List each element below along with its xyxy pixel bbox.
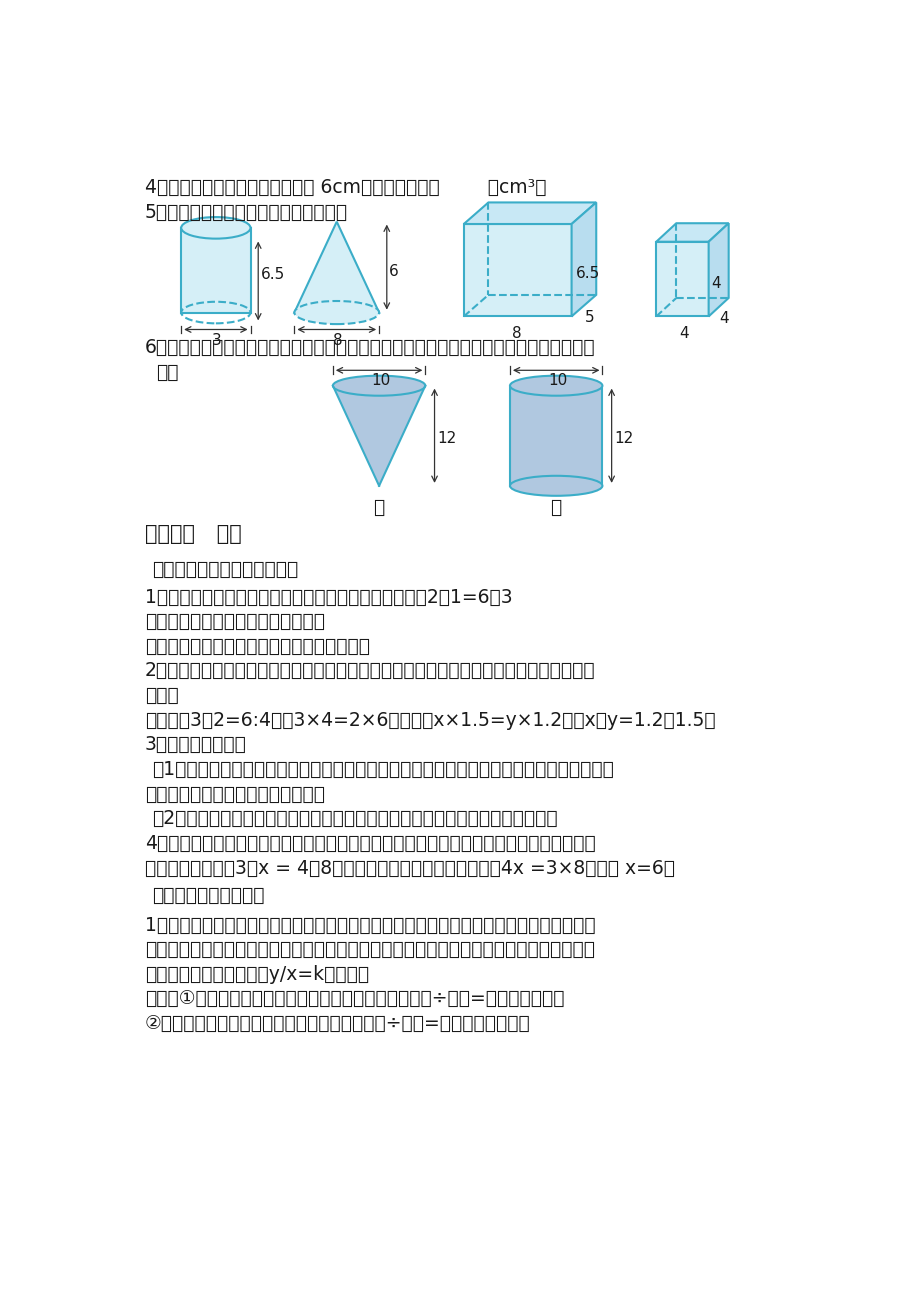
Text: 例如：由3：2=6:4可知3×4=2×6；或者由x×1.5=y×1.2可知x：y=1.2：1.5。: 例如：由3：2=6:4可知3×4=2×6；或者由x×1.5=y×1.2可知x：y… — [145, 711, 715, 729]
Polygon shape — [708, 223, 728, 316]
Text: 3、比和比例的区别: 3、比和比例的区别 — [145, 736, 246, 754]
Text: 10: 10 — [371, 374, 391, 388]
Text: 10: 10 — [548, 374, 567, 388]
Text: 4、一个圆锥的底面直径和高都是 6cm，它的体积是（        ）cm³。: 4、一个圆锥的底面直径和高都是 6cm，它的体积是（ ）cm³。 — [145, 178, 546, 197]
Text: 乙: 乙 — [550, 499, 561, 517]
Text: 4: 4 — [678, 326, 688, 341]
Text: 组成比例的四个数，叫做比例的项。: 组成比例的四个数，叫做比例的项。 — [145, 612, 324, 631]
Polygon shape — [181, 228, 250, 312]
Ellipse shape — [509, 376, 602, 396]
Text: 4: 4 — [711, 276, 720, 290]
Text: 4: 4 — [719, 311, 728, 326]
Text: 5、求下面图形的体积。（单位：厘米）: 5、求下面图形的体积。（单位：厘米） — [145, 202, 347, 221]
Ellipse shape — [333, 376, 425, 396]
Polygon shape — [294, 221, 379, 312]
Text: 米）: 米） — [155, 362, 178, 381]
Text: 1、比例的意义：表示两个比相等的式子叫做比例。如：2：1=6：3: 1、比例的意义：表示两个比相等的式子叫做比例。如：2：1=6：3 — [145, 587, 512, 607]
Text: 相对应的两个数的比値（也就是商）一定，这两种量就叫做成正比例的量，他们的关系叫做: 相对应的两个数的比値（也就是商）一定，这两种量就叫做成正比例的量，他们的关系叫做 — [145, 940, 595, 960]
Polygon shape — [333, 385, 425, 486]
Text: 8: 8 — [333, 333, 342, 349]
Polygon shape — [571, 202, 596, 316]
Text: 两端的两项叫做外项，中间的两项叫做内项。: 两端的两项叫做外项，中间的两项叫做内项。 — [145, 637, 369, 656]
Ellipse shape — [509, 475, 602, 496]
Text: 4、解比例：根据比例的基本性质，把比例转化成以前学过的方程，求比例中的未知项，叫: 4、解比例：根据比例的基本性质，把比例转化成以前学过的方程，求比例中的未知项，叫 — [145, 833, 596, 853]
Polygon shape — [509, 385, 602, 486]
Ellipse shape — [181, 217, 250, 238]
Text: 1、成正比例的量：两种相关联的量，一种量变化，另一种量也随着变化，如果这两种量中: 1、成正比例的量：两种相关联的量，一种量变化，另一种量也随着变化，如果这两种量中 — [145, 915, 595, 935]
Polygon shape — [463, 224, 571, 316]
Text: （一）比例的意义和基本性质: （一）比例的意义和基本性质 — [152, 560, 298, 578]
Text: 6: 6 — [389, 264, 399, 279]
Text: 做解比例。例如：3：x = 4：8，内项乘内项，外项乘外项，则：4x =3×8，解得 x=6。: 做解比例。例如：3：x = 4：8，内项乘内项，外项乘外项，则：4x =3×8，… — [145, 858, 675, 878]
Text: 8: 8 — [512, 327, 521, 341]
Text: 12: 12 — [437, 431, 456, 447]
Text: 6.5: 6.5 — [574, 267, 599, 281]
Text: ②、圆的周长和直径成正比例，因为：圆的周长÷直径=圆周率（一定）。: ②、圆的周长和直径成正比例，因为：圆的周长÷直径=圆周率（一定）。 — [145, 1014, 530, 1032]
Text: 例如：①、速度一定，路程和时间成正比例；因为：路程÷时间=速度（一定）。: 例如：①、速度一定，路程和时间成正比例；因为：路程÷时间=速度（一定）。 — [145, 990, 564, 1008]
Text: 第四单元   比例: 第四单元 比例 — [145, 525, 242, 544]
Text: （2）比有基本性质，它是化简比的依据；比例有基本性质，它是解比例的依据。: （2）比有基本性质，它是化简比的依据；比例有基本性质，它是解比例的依据。 — [152, 810, 557, 828]
Text: 甲: 甲 — [372, 499, 384, 517]
Text: （二）正比例和反比例: （二）正比例和反比例 — [152, 887, 264, 905]
Polygon shape — [655, 242, 708, 316]
Text: 正比例关系。用字母表示y/x=k（一定）: 正比例关系。用字母表示y/x=k（一定） — [145, 965, 369, 984]
Text: 有四项（即两个内项和两个外项）。: 有四项（即两个内项和两个外项）。 — [145, 785, 324, 803]
Text: 6.5: 6.5 — [260, 267, 285, 283]
Text: 5: 5 — [584, 310, 594, 326]
Text: （1）比表示两个量相除的关系，它有两项（即前、后项）；比例表示两个比相等的式子，它: （1）比表示两个量相除的关系，它有两项（即前、后项）；比例表示两个比相等的式子，… — [152, 760, 613, 779]
Text: 6、如图，先将甲容器注满水，再将水倒入乙容器，这时乙容器中的水有多高？（单位：厘: 6、如图，先将甲容器注满水，再将水倒入乙容器，这时乙容器中的水有多高？（单位：厘 — [145, 339, 595, 357]
Polygon shape — [463, 202, 596, 224]
Text: 3: 3 — [211, 333, 221, 349]
Text: 性质。: 性质。 — [145, 686, 178, 704]
Text: 12: 12 — [613, 431, 632, 447]
Text: 2、比例的基本性质：在比例里，两个外项的积等于两个两个内项的积。这叫做比例的基本: 2、比例的基本性质：在比例里，两个外项的积等于两个两个内项的积。这叫做比例的基本 — [145, 661, 595, 681]
Polygon shape — [655, 223, 728, 242]
Ellipse shape — [294, 301, 379, 324]
